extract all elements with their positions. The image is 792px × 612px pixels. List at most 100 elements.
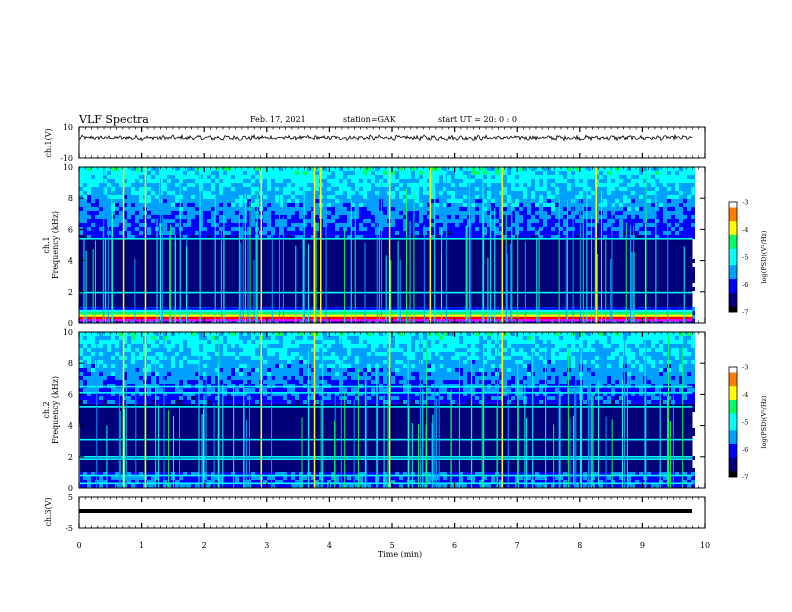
spectrogram-cell	[175, 235, 179, 239]
spectrogram-cell	[115, 227, 119, 231]
spectrogram-cell	[183, 223, 187, 227]
spectrogram-cell	[79, 207, 83, 211]
spectrogram-cell	[483, 183, 487, 187]
spectrogram-cell	[191, 251, 195, 255]
spectrogram-cell	[403, 203, 407, 207]
spectrogram-cell	[295, 235, 299, 239]
spectrogram-cell	[123, 348, 127, 352]
spectrogram-cell	[543, 187, 547, 191]
spectrogram-cell	[415, 195, 419, 199]
spectrogram-cell	[511, 287, 515, 291]
spectrogram-cell	[111, 215, 115, 219]
ch2-spectrogram-image	[79, 332, 695, 488]
spectrogram-cell	[655, 195, 659, 199]
spectrogram-cell	[207, 231, 211, 235]
spectrogram-cell	[683, 175, 687, 179]
spectrogram-cell	[127, 480, 131, 484]
spectrogram-cell	[103, 364, 107, 368]
spectrogram-cell	[287, 251, 291, 255]
spectrogram-cell	[551, 303, 555, 307]
spectrogram-cell	[379, 287, 383, 291]
spectrogram-cell	[243, 179, 247, 183]
spectrogram-cell	[279, 223, 283, 227]
spectrogram-cell	[115, 420, 119, 424]
spectrogram-cell	[511, 227, 515, 231]
spectrogram-cell	[547, 223, 551, 227]
spectrogram-cell	[435, 175, 439, 179]
spectrogram-cell	[647, 171, 651, 175]
spectrogram-cell	[555, 203, 559, 207]
spectrogram-cell	[511, 203, 515, 207]
spectrogram-cell	[507, 219, 511, 223]
spectrogram-cell	[443, 211, 447, 215]
sferic-burst	[582, 204, 584, 323]
spectrogram-cell	[139, 360, 143, 364]
spectrogram-cell	[563, 235, 567, 239]
spectrogram-cell	[311, 199, 315, 203]
spectrogram-cell	[135, 203, 139, 207]
spectrogram-cell	[683, 223, 687, 227]
spectrogram-cell	[495, 203, 499, 207]
spectrogram-cell	[403, 171, 407, 175]
spectrogram-cell	[399, 239, 403, 243]
spectrogram-cell	[599, 227, 603, 231]
spectrogram-cell	[119, 243, 123, 247]
spectrogram-cell	[179, 215, 183, 219]
spectrogram-cell	[383, 231, 387, 235]
sferic-burst	[161, 196, 163, 323]
spectrogram-cell	[683, 219, 687, 223]
spectrogram-cell	[151, 223, 155, 227]
spectrogram-cell	[375, 191, 379, 195]
spectrogram-cell	[551, 231, 555, 235]
spectrogram-cell	[687, 211, 691, 215]
spectrogram-cell	[559, 195, 563, 199]
spectrogram-cell	[595, 203, 599, 207]
spectrogram-cell	[411, 219, 415, 223]
spectrogram-cell	[431, 179, 435, 183]
spectrogram-cell	[199, 219, 203, 223]
spectrogram-cell	[103, 376, 107, 380]
spectrogram-cell	[95, 227, 99, 231]
spectrogram-cell	[567, 231, 571, 235]
spectrogram-cell	[115, 207, 119, 211]
spectrogram-cell	[155, 476, 159, 480]
spectrogram-cell	[167, 227, 171, 231]
spectrogram-cell	[91, 460, 95, 464]
spectrogram-cell	[103, 396, 107, 400]
spectrogram-cell	[519, 227, 523, 231]
spectrogram-cell	[99, 352, 103, 356]
spectrogram-cell	[363, 223, 367, 227]
spectrogram-cell	[587, 271, 591, 275]
spectrogram-cell	[659, 251, 663, 255]
spectrogram-cell	[371, 295, 375, 299]
spectrogram-cell	[507, 207, 511, 211]
spectrogram-cell	[203, 239, 207, 243]
spectrogram-cell	[99, 215, 103, 219]
spectrogram-cell	[151, 179, 155, 183]
spectrogram-cell	[339, 199, 343, 203]
spectrogram-cell	[351, 267, 355, 271]
spectrogram-cell	[619, 215, 623, 219]
spectrogram-cell	[83, 251, 87, 255]
sferic-burst	[683, 246, 685, 323]
spectrogram-cell	[83, 191, 87, 195]
spectrogram-cell	[191, 267, 195, 271]
spectrogram-cell	[595, 195, 599, 199]
spectrogram-cell	[223, 299, 227, 303]
spectrogram-cell	[315, 187, 319, 191]
spectrogram-cell	[511, 283, 515, 287]
spectrogram-cell	[655, 295, 659, 299]
spectrogram-cell	[323, 171, 327, 175]
sferic-burst	[594, 209, 596, 323]
spectrogram-cell	[611, 203, 615, 207]
spectrogram-cell	[507, 167, 511, 171]
spectrogram-cell	[683, 191, 687, 195]
spectrogram-cell	[415, 183, 419, 187]
spectrogram-cell	[207, 171, 211, 175]
spectrogram-cell	[587, 263, 591, 267]
spectrogram-cell	[407, 223, 411, 227]
spectrogram-cell	[311, 183, 315, 187]
spectrogram-cell	[403, 167, 407, 171]
spectrogram-cell	[91, 235, 95, 239]
spectrogram-cell	[519, 235, 523, 239]
